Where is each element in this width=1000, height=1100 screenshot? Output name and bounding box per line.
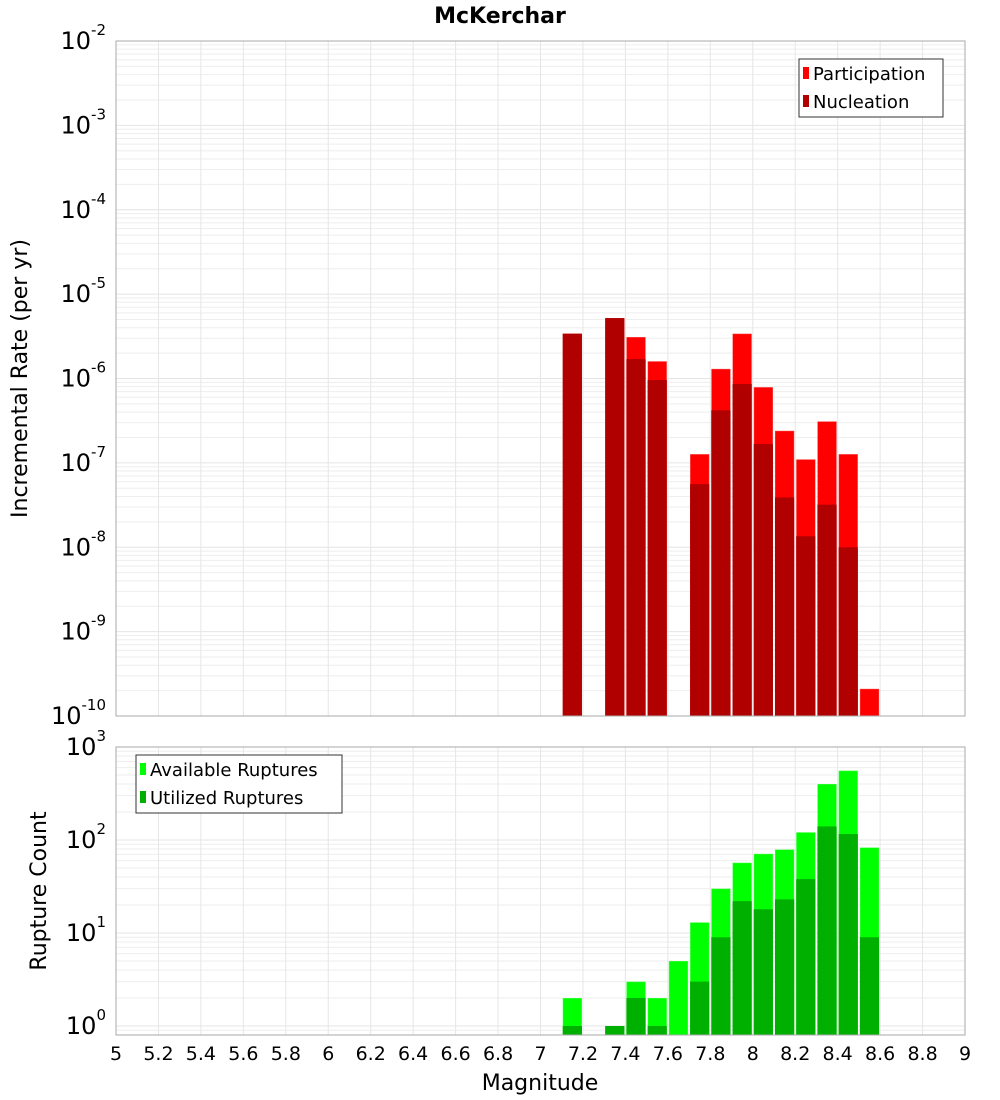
legend-label: Utilized Ruptures (150, 788, 303, 809)
bar-nucleation (711, 410, 731, 716)
bar-participation (859, 688, 880, 717)
bar-nucleation (732, 384, 752, 716)
x-tick-label: 5 (110, 1043, 122, 1065)
panel-1: 103 102 101 100 Rupture Count Available Ruptu… (27, 727, 966, 1040)
legend-swatch (140, 791, 146, 803)
bar-utilized-ruptures (711, 937, 731, 1035)
legend-box (798, 58, 944, 118)
bar-nucleation (626, 359, 646, 716)
bar-utilized-ruptures (562, 1025, 582, 1035)
bar-available-ruptures (668, 960, 689, 1036)
x-tick-label: 8 (747, 1043, 759, 1065)
y-tick-label: 100 (66, 1006, 106, 1040)
x-tick-label: 8.6 (865, 1043, 895, 1065)
panel-0: 10-2 10-3 10-4 10-5 10-6 10-7 10-8 10-9 10-10 Inc… (8, 21, 966, 730)
x-tick-label: 8.8 (907, 1043, 937, 1065)
x-tick-label: 7 (534, 1043, 546, 1065)
y-tick-label: 10-3 (60, 105, 106, 139)
y-axis-label: Rupture Count (27, 811, 52, 971)
plot-frame (115, 746, 966, 1036)
legend-swatch (803, 95, 809, 107)
bar-nucleation (796, 536, 816, 716)
bar-utilized-ruptures (647, 1025, 667, 1035)
bar-nucleation (774, 497, 795, 716)
bar-nucleation (817, 504, 837, 716)
x-tick-label: 6 (322, 1043, 334, 1065)
bar-utilized-ruptures (732, 901, 752, 1035)
chart-title: McKerchar (434, 4, 566, 29)
y-tick-label: 10-5 (60, 274, 106, 308)
bar-utilized-ruptures (838, 834, 858, 1035)
x-tick-label: 5.2 (143, 1043, 173, 1065)
bar-nucleation (690, 484, 710, 716)
y-tick-label: 10-4 (60, 190, 106, 224)
x-tick-label: 5.4 (186, 1043, 216, 1065)
x-tick-label: 5.8 (271, 1043, 301, 1065)
x-tick-label: 7.2 (568, 1043, 598, 1065)
y-tick-label: 103 (66, 727, 106, 761)
x-tick-label: 5.6 (228, 1043, 258, 1065)
bar-utilized-ruptures (690, 981, 710, 1035)
bar-utilized-ruptures (626, 997, 646, 1035)
y-tick-label: 10-9 (60, 612, 106, 646)
bar-utilized-ruptures (753, 909, 773, 1035)
x-tick-label: 9 (959, 1043, 971, 1065)
x-tick-label: 7.8 (695, 1043, 725, 1065)
y-tick-label: 10-7 (60, 443, 106, 477)
x-tick-label: 7.4 (610, 1043, 640, 1065)
legend: Available Ruptures Utilized Ruptures (135, 754, 343, 814)
legend-label: Nucleation (813, 92, 909, 113)
y-tick-label: 102 (66, 820, 106, 854)
y-tick-label: 10-2 (60, 21, 106, 55)
y-tick-label: 10-10 (51, 696, 106, 730)
legend-label: Participation (813, 64, 925, 85)
bar-utilized-ruptures (605, 1025, 625, 1035)
y-tick-label: 10-8 (60, 527, 106, 561)
plot-frame (115, 40, 966, 717)
bar-utilized-ruptures (859, 937, 880, 1035)
bar-utilized-ruptures (774, 899, 795, 1035)
x-tick-label: 8.2 (780, 1043, 810, 1065)
legend-label: Available Ruptures (150, 760, 318, 781)
y-axis-label: Incremental Rate (per yr) (8, 239, 33, 518)
y-tick-label: 101 (66, 913, 106, 947)
legend-swatch (140, 763, 146, 775)
bar-nucleation (562, 333, 582, 716)
legend-swatch (803, 67, 809, 79)
bar-utilized-ruptures (817, 826, 837, 1035)
bar-nucleation (605, 318, 625, 716)
bar-nucleation (647, 379, 667, 716)
x-axis-label: Magnitude (482, 1071, 599, 1096)
legend-box (135, 754, 343, 814)
x-tick-label: 8.4 (823, 1043, 853, 1065)
x-tick-label: 7.6 (653, 1043, 683, 1065)
legend: Participation Nucleation (798, 58, 944, 118)
bar-utilized-ruptures (796, 879, 816, 1035)
x-tick-label: 6.8 (483, 1043, 513, 1065)
y-tick-label: 10-6 (60, 359, 106, 393)
x-tick-label: 6.2 (356, 1043, 386, 1065)
x-tick-label: 6.4 (398, 1043, 428, 1065)
bar-nucleation (753, 444, 773, 716)
bar-nucleation (838, 547, 858, 716)
x-tick-label: 6.6 (440, 1043, 470, 1065)
